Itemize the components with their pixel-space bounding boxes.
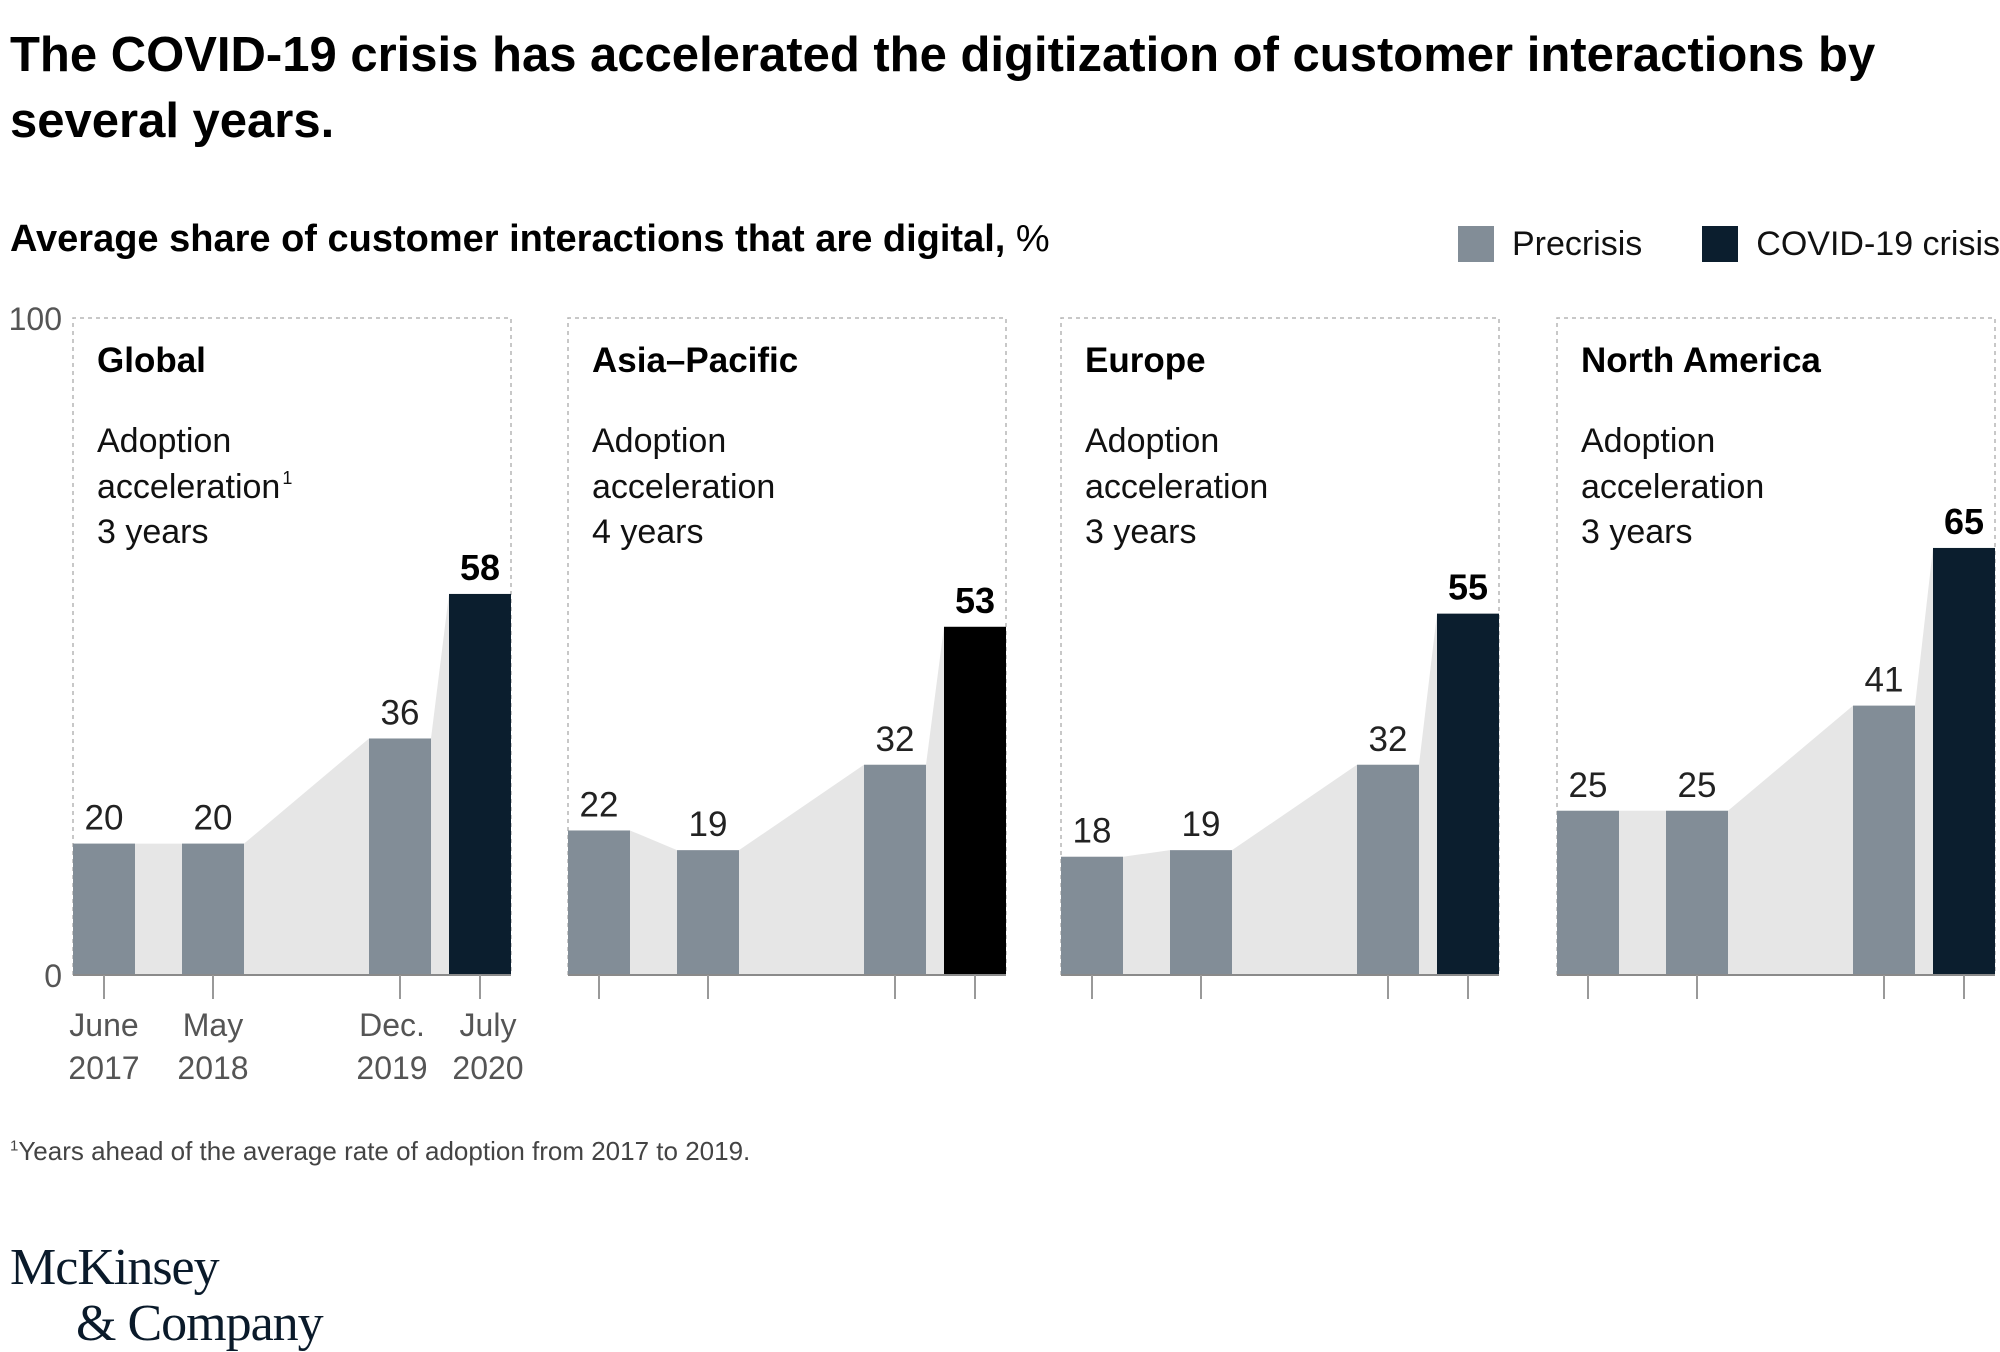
footnote: 1Years ahead of the average rate of adop… — [10, 1136, 750, 1167]
data-label-asia-pacific-1: 22 — [580, 785, 619, 824]
data-label-north-america-3: 41 — [1865, 661, 1904, 700]
adoption-label-asia-pacific: Adoption — [592, 422, 726, 460]
bar-europe-4 — [1437, 613, 1499, 975]
data-label-europe-4: 55 — [1448, 567, 1488, 608]
legend: Precrisis COVID-19 crisis — [1398, 222, 2000, 266]
bar-north-america-1 — [1557, 810, 1619, 975]
panel-title-north-america: North America — [1581, 341, 1821, 380]
y-axis-tick-0: 0 — [44, 958, 62, 994]
data-label-north-america-1: 25 — [1569, 766, 1608, 805]
footnote-text: Years ahead of the average rate of adopt… — [18, 1136, 751, 1166]
legend-item-covid: COVID-19 crisis — [1702, 225, 2000, 264]
panel-title-europe: Europe — [1085, 341, 1206, 380]
data-label-europe-2: 19 — [1182, 805, 1221, 844]
bar-europe-2 — [1170, 850, 1232, 975]
adoption-years-asia-pacific: 4 years — [592, 513, 704, 551]
data-label-global-2: 20 — [194, 799, 233, 838]
trend-area-global — [73, 593, 511, 975]
bar-global-2 — [182, 843, 244, 975]
adoption-label2-global: acceleration — [97, 468, 280, 506]
trend-area-north-america — [1557, 547, 1995, 975]
subtitle-text: Average share of customer interactions t… — [10, 218, 1006, 260]
legend-item-precrisis: Precrisis — [1457, 224, 1643, 264]
adoption-label2-europe: acceleration — [1085, 468, 1268, 506]
bar-asia-pacific-1 — [568, 830, 630, 975]
x-label-2-line1: May — [183, 1007, 243, 1043]
logo-line-2: & Company — [76, 1295, 324, 1352]
adoption-label2-asia-pacific: acceleration — [592, 468, 775, 506]
panel-frame-global — [72, 317, 512, 975]
x-label-3-line1: Dec. — [359, 1007, 425, 1043]
bar-asia-pacific-4 — [944, 626, 1006, 975]
bar-asia-pacific-3 — [864, 764, 926, 975]
adoption-label-north-america: Adoption — [1581, 422, 1715, 460]
data-label-global-3: 36 — [381, 693, 420, 732]
adoption-label-global: Adoption — [97, 422, 231, 460]
adoption-years-north-america: 3 years — [1581, 513, 1693, 551]
adoption-years-europe: 3 years — [1085, 513, 1197, 551]
x-label-3-line2: 2019 — [356, 1050, 427, 1086]
subtitle-unit: % — [1015, 218, 1050, 260]
bar-north-america-2 — [1666, 810, 1728, 975]
footnote-mark-global: 1 — [282, 468, 292, 488]
bar-north-america-3 — [1853, 705, 1915, 975]
data-label-asia-pacific-2: 19 — [689, 805, 728, 844]
data-label-europe-3: 32 — [1369, 720, 1408, 759]
adoption-label-europe: Adoption — [1085, 422, 1219, 460]
panel-title-asia-pacific: Asia–Pacific — [592, 341, 798, 380]
bar-europe-3 — [1357, 764, 1419, 975]
data-label-europe-1: 18 — [1073, 812, 1112, 851]
legend-swatch-covid — [1702, 226, 1739, 262]
data-label-north-america-4: 65 — [1944, 501, 1984, 542]
x-label-2-line2: 2018 — [177, 1050, 248, 1086]
legend-label-covid: COVID-19 crisis — [1756, 224, 2000, 263]
data-label-global-1: 20 — [85, 799, 124, 838]
data-label-asia-pacific-4: 53 — [955, 580, 995, 621]
bar-asia-pacific-2 — [677, 850, 739, 975]
panel-title-global: Global — [97, 341, 206, 380]
bar-europe-1 — [1061, 856, 1123, 975]
adoption-years-global: 3 years — [97, 513, 209, 551]
bar-north-america-4 — [1933, 547, 1995, 975]
chart-subtitle: Average share of customer interactions t… — [10, 218, 1050, 261]
trend-area-europe — [1061, 613, 1499, 975]
data-label-global-4: 58 — [460, 547, 500, 588]
x-label-1-line2: 2017 — [68, 1050, 139, 1086]
data-label-north-america-2: 25 — [1678, 766, 1717, 805]
bar-global-1 — [73, 843, 135, 975]
x-label-1-line1: June — [69, 1007, 138, 1043]
adoption-label2-north-america: acceleration — [1581, 468, 1764, 506]
x-label-4-line1: July — [460, 1007, 517, 1043]
panel-frame-north-america — [1556, 317, 1996, 975]
data-label-asia-pacific-3: 32 — [876, 720, 915, 759]
mckinsey-logo: McKinsey & Company — [10, 1239, 324, 1352]
footnote-mark: 1 — [10, 1137, 19, 1155]
legend-label-precrisis: Precrisis — [1511, 224, 1643, 263]
legend-swatch-precrisis — [1457, 226, 1494, 262]
chart-title: The COVID-19 crisis has accelerated the … — [10, 28, 1876, 148]
trend-area-asia-pacific — [568, 626, 1006, 975]
logo-line-1: McKinsey — [10, 1239, 220, 1296]
bar-global-3 — [369, 738, 431, 975]
y-axis-tick-100: 100 — [9, 301, 62, 337]
panel-frame-europe — [1060, 317, 1500, 975]
panel-frame-asia-pacific — [567, 317, 1007, 975]
x-label-4-line2: 2020 — [452, 1050, 523, 1086]
bar-global-4 — [449, 593, 511, 975]
